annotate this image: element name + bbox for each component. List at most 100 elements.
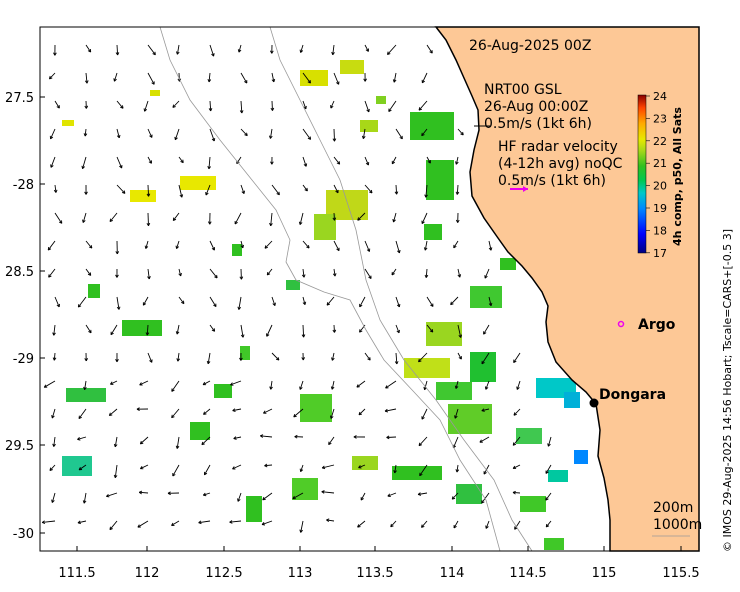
current-arrowhead [143, 108, 148, 112]
current-arrowhead [418, 358, 422, 363]
current-arrow [302, 324, 305, 338]
current-arrow [385, 380, 397, 389]
colorbar-tick-label: 17 [653, 247, 667, 260]
current-arrow [545, 492, 552, 501]
current-arrowhead [294, 434, 298, 439]
current-arrow [47, 240, 56, 251]
current-arrow [485, 380, 490, 390]
current-arrow [457, 352, 462, 360]
current-arrowhead [363, 78, 367, 82]
current-arrow [455, 156, 459, 165]
current-arrowhead [396, 303, 401, 308]
sst-patch [150, 90, 160, 96]
current-arrow [357, 212, 366, 221]
current-arrowhead [78, 415, 82, 420]
current-arrowhead [84, 105, 89, 109]
current-arrowhead [293, 413, 297, 418]
current-arrowhead [233, 436, 237, 440]
colorbar-tick-label: 23 [653, 112, 667, 125]
current-arrow [109, 408, 118, 416]
current-arrowhead [264, 463, 268, 468]
current-arrow [172, 212, 180, 221]
current-arrow [232, 464, 242, 470]
current-arrowhead [455, 219, 460, 223]
sst-patch [122, 320, 162, 336]
current-arrowhead [391, 160, 396, 165]
current-arrowhead [88, 329, 92, 334]
current-arrow [264, 464, 273, 467]
current-arrow [426, 296, 434, 307]
current-arrowhead [205, 192, 209, 196]
current-arrowhead [421, 132, 425, 137]
y-axis-ticks: 27.5 -28 28.5 -29 29.5 -30 [5, 91, 45, 542]
current-arrow [384, 408, 397, 412]
current-arrow [106, 492, 118, 497]
current-arrowhead [513, 359, 517, 363]
current-arrowhead [512, 490, 516, 495]
current-arrow [84, 380, 87, 390]
current-arrowhead [365, 162, 370, 166]
current-arrow [302, 184, 308, 192]
current-arrow [50, 128, 56, 140]
current-arrowhead [512, 465, 517, 470]
current-arrow [178, 296, 185, 304]
current-arrowhead [361, 135, 366, 139]
current-arrowhead [357, 217, 361, 221]
current-arrow [176, 240, 180, 249]
current-arrowhead [332, 273, 337, 277]
x-tick-label: 113 [288, 566, 313, 581]
current-arrowhead [116, 306, 121, 310]
current-arrow [419, 464, 428, 476]
current-arrow [488, 296, 492, 306]
current-arrowhead [110, 381, 114, 385]
current-arrow [114, 436, 118, 447]
current-arrowhead [365, 48, 369, 52]
current-arrow [481, 408, 490, 412]
current-arrow [234, 212, 242, 225]
current-arrow [390, 520, 397, 528]
current-arrow [53, 436, 56, 447]
current-arrow [292, 492, 304, 500]
current-arrowhead [458, 334, 463, 338]
current-arrowhead [454, 385, 459, 389]
current-arrow [364, 100, 370, 113]
x-tick-label: 115.5 [662, 566, 699, 581]
current-arrow [145, 240, 149, 249]
current-arrow [85, 240, 93, 249]
current-arrowhead [483, 331, 487, 335]
place-argo: Argo [617, 317, 676, 333]
current-arrowhead [137, 524, 141, 528]
current-arrow [395, 296, 400, 308]
current-arrowhead [269, 386, 273, 390]
current-arrowhead [237, 306, 242, 310]
current-arrow [451, 492, 459, 500]
current-arrowhead [368, 275, 372, 279]
current-arrow [514, 520, 521, 530]
current-arrow [271, 296, 276, 306]
current-arrow [266, 324, 273, 337]
current-arrow [140, 436, 149, 445]
current-arrowhead [179, 194, 184, 198]
current-arrowhead [237, 49, 242, 53]
current-arrow [51, 492, 56, 503]
current-arrowhead [330, 105, 334, 109]
current-arrowhead [87, 49, 92, 53]
current-arrowhead [455, 469, 460, 473]
current-arrowhead [113, 78, 117, 82]
current-arrow [364, 352, 371, 361]
current-arrowhead [394, 191, 399, 195]
current-arrow [203, 492, 211, 496]
current-arrowhead [139, 465, 144, 470]
current-arrow [201, 436, 211, 446]
y-tick-label: -30 [13, 527, 34, 542]
current-arrow [140, 464, 149, 470]
current-arrowhead [424, 274, 429, 278]
legend-model-title: NRT00 GSL [484, 82, 562, 98]
current-arrow [172, 100, 180, 108]
current-arrowhead [149, 359, 153, 363]
current-arrow [198, 520, 211, 524]
current-arrow [364, 268, 372, 279]
current-arrow [54, 184, 57, 193]
current-arrowhead [513, 412, 517, 416]
current-arrowhead [149, 134, 153, 138]
